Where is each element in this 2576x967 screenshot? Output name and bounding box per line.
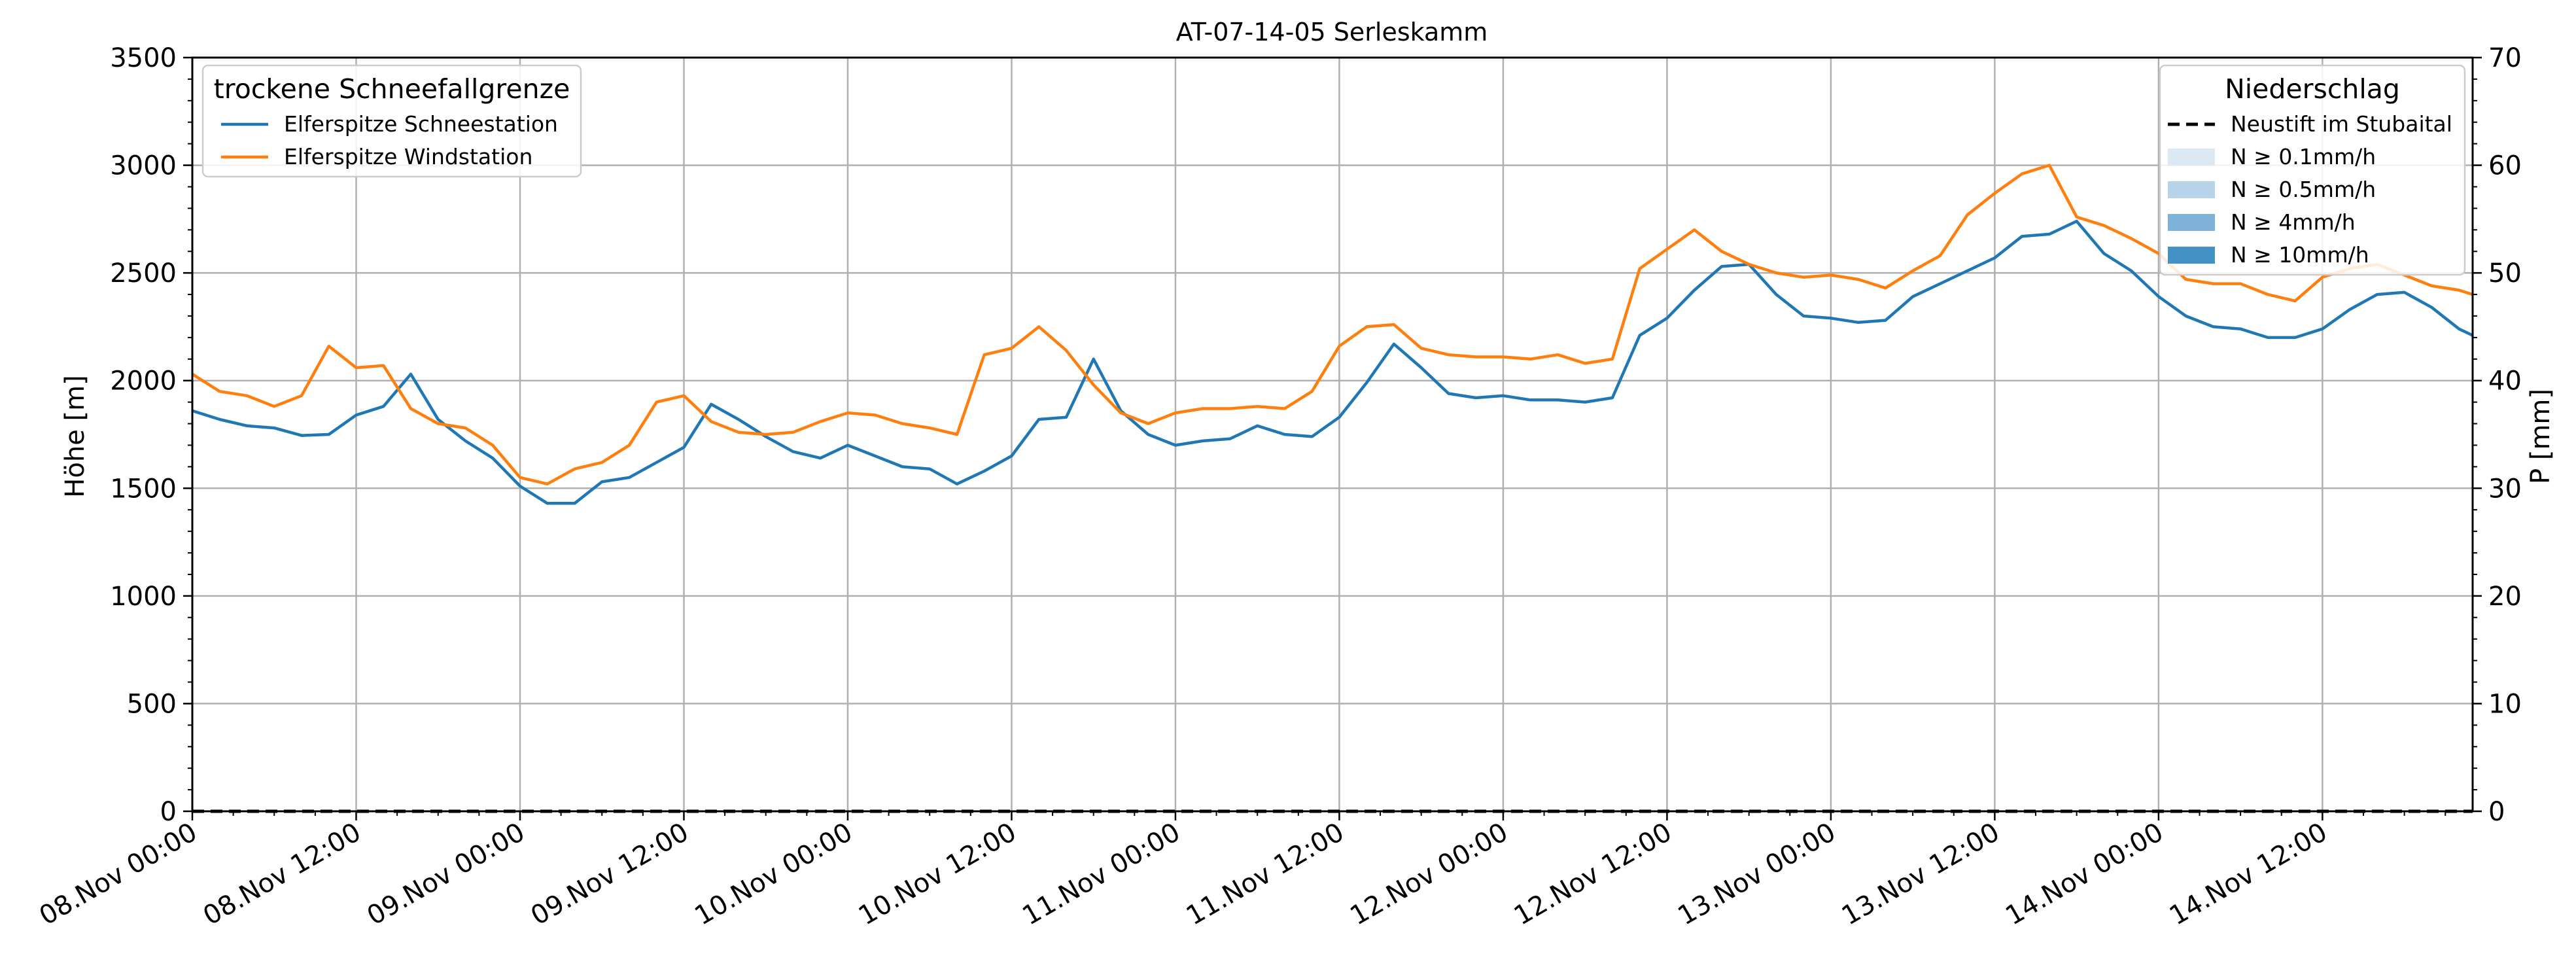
legend-precip-swatch — [2168, 214, 2215, 231]
y-tick-label: 1500 — [110, 474, 177, 504]
legend-precip-title: Niederschlag — [2225, 73, 2400, 105]
legend-precipitation: Niederschlag Neustift im Stubaital N ≥ 0.1… — [2159, 64, 2466, 276]
legend-snowline-entry: Elferspitze Windstation — [284, 144, 532, 169]
series-line-elferspitze-windstation — [191, 164, 2473, 485]
y-right-tick-label: 0 — [2488, 797, 2505, 827]
y-tick-label: 3500 — [110, 43, 177, 73]
legend-precip-entry: N ≥ 0.5mm/h — [2231, 177, 2376, 202]
legend-snowline-entry: Elferspitze Schneestation — [284, 111, 558, 137]
y-tick-label: 500 — [127, 689, 177, 719]
y-right-tick-label: 50 — [2488, 258, 2522, 289]
y-tick-label: 2000 — [110, 366, 177, 396]
y-right-tick-label: 60 — [2488, 151, 2522, 181]
chart-title: AT-07-14-05 Serleskamm — [1176, 18, 1488, 46]
y-axis-label-right: P [mm] — [2526, 389, 2556, 484]
legend-snowline-title: trockene Schneefallgrenze — [214, 73, 570, 105]
y-right-tick-label: 30 — [2488, 474, 2522, 504]
series-line-elferspitze-schneestation — [192, 219, 2473, 505]
legend-snowline-frame — [201, 64, 582, 178]
legend-precip-swatch — [2168, 181, 2215, 198]
plot-frame — [191, 56, 2474, 813]
legend-precip-entry: N ≥ 4mm/h — [2231, 209, 2356, 235]
y-axis-label: Höhe [m] — [60, 375, 90, 497]
y-right-tick-label: 40 — [2488, 366, 2522, 396]
y-right-tick-label: 70 — [2488, 43, 2522, 73]
legend-precip-swatch — [2168, 247, 2215, 264]
y-right-tick-label: 20 — [2488, 582, 2522, 612]
y-tick-label: 0 — [160, 797, 177, 827]
legend-precip-entry: N ≥ 10mm/h — [2231, 242, 2369, 268]
legend-precip-swatch — [2168, 149, 2215, 166]
y-tick-label: 1000 — [110, 582, 177, 612]
legend-precip-entry: N ≥ 0.1mm/h — [2231, 144, 2376, 169]
y-right-tick-label: 10 — [2488, 689, 2522, 719]
y-tick-label: 2500 — [110, 258, 177, 289]
y-tick-label: 3000 — [110, 151, 177, 181]
legend-precip-frame — [2159, 64, 2466, 276]
legend-snowline: trockene Schneefallgrenze Elferspitze Sch… — [201, 64, 582, 178]
legend-precip-entry: Neustift im Stubaital — [2231, 111, 2452, 137]
